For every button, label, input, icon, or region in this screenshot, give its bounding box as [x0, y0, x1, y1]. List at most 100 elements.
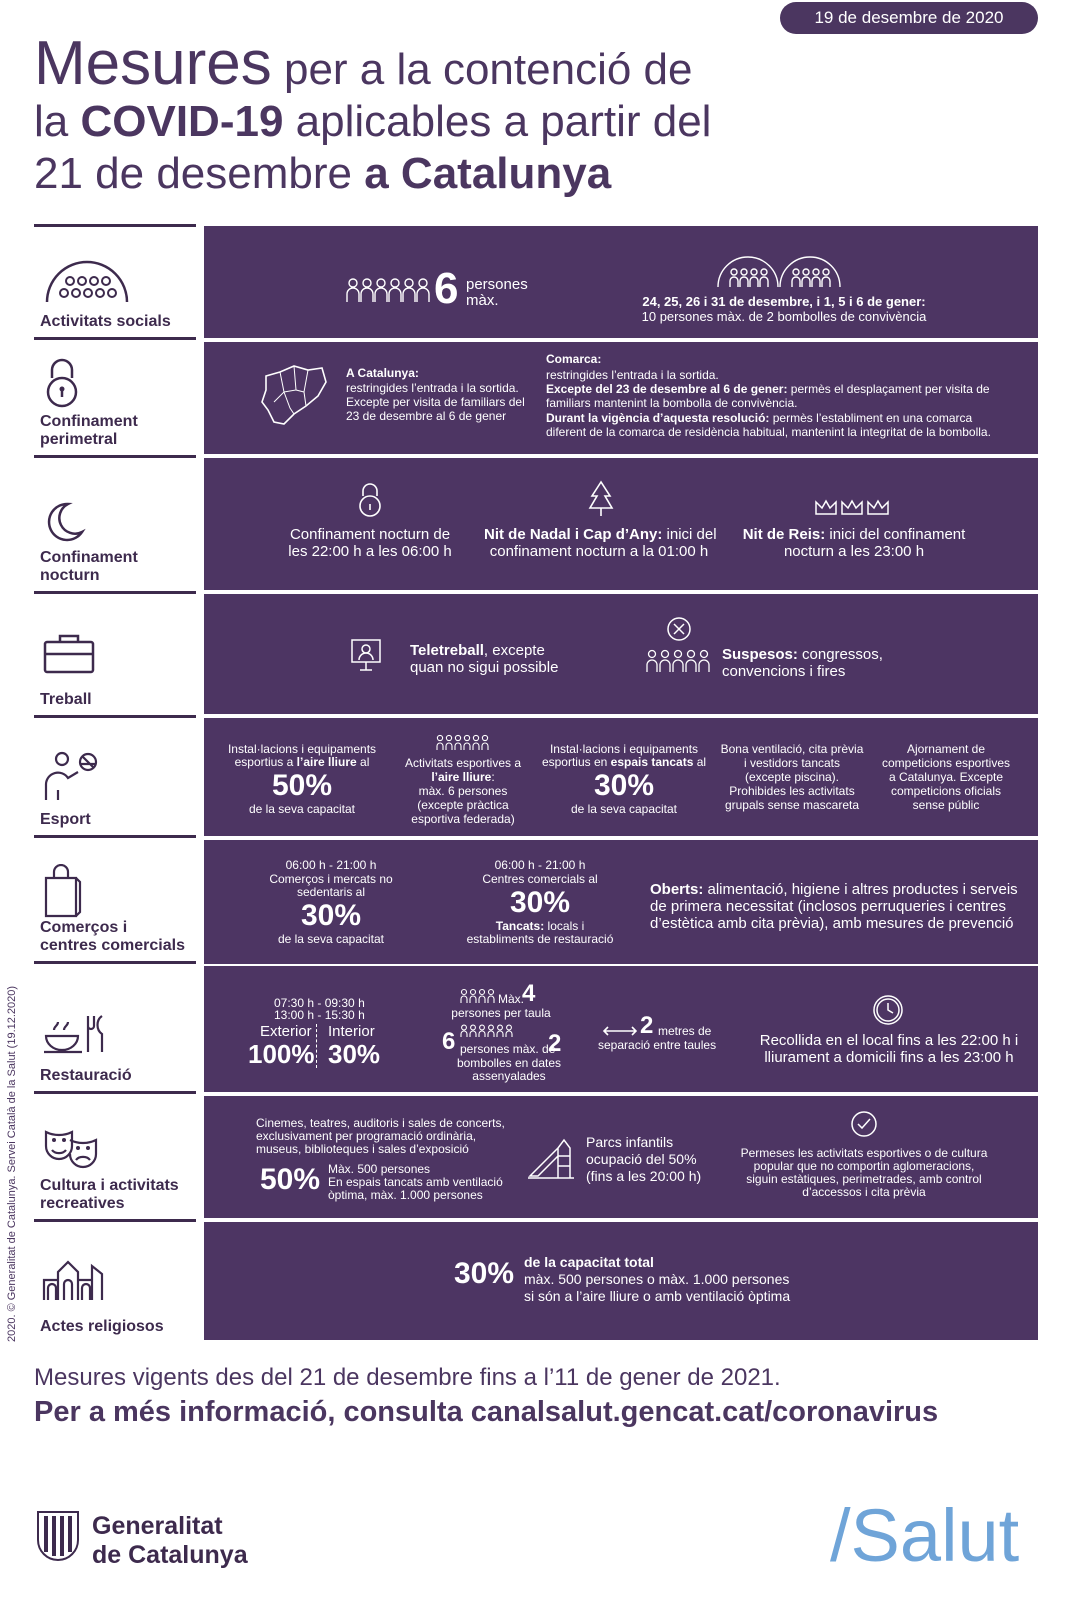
- row-label-religiosos: Actes religiosos: [34, 1220, 196, 1342]
- max-people-text: persones: [466, 276, 528, 293]
- title-part: COVID-19: [80, 97, 284, 146]
- open-text: d’estètica amb cita prèvia), amb mesures…: [650, 915, 1014, 932]
- suspended-bold: Suspesos:: [722, 646, 798, 663]
- panel-cultura: Cinemes, teatres, auditoris i sales de c…: [204, 1096, 1038, 1218]
- telework-screen-icon: [351, 639, 381, 671]
- people-icon: [460, 988, 495, 1003]
- title-part: Mesures: [34, 29, 272, 98]
- open-bold: Oberts:: [650, 881, 704, 898]
- panel-restauracio: 07:30 h - 09:30 h 13:00 h - 15:30 h Exte…: [204, 966, 1038, 1092]
- culture-text: En espais tancats amb ventilació: [328, 1175, 503, 1189]
- culture-text: exclusivament per programació ordinària,: [256, 1129, 477, 1143]
- max-table-text: persones per taula: [451, 1006, 551, 1020]
- title-part: 21 de desembre: [34, 149, 365, 198]
- more-info-link[interactable]: Per a més informació, consulta canalsalu…: [34, 1396, 939, 1428]
- cancel-circle-icon: [667, 617, 691, 641]
- open-span: alimentació, higiene i altres productes …: [703, 881, 1018, 898]
- people-icon: [346, 278, 430, 302]
- theatre-masks-icon: [44, 1130, 98, 1169]
- mall-text: establiments de restauració: [466, 932, 614, 946]
- catalonia-text: restringides l’entrada i la sortida.: [346, 381, 519, 395]
- row-label-text: Confinament perimetral: [40, 413, 138, 449]
- takeaway-text: lliurament a domicili fins a les 23:00 h: [764, 1049, 1014, 1066]
- comarca-bold: Excepte del 23 de desembre al 6 de gener…: [546, 382, 788, 396]
- playground-text: Parcs infantils: [586, 1134, 674, 1150]
- shop-hours: 06:00 h - 21:00 h: [285, 858, 377, 872]
- row-label-text: Cultura i activitats recreatives: [40, 1177, 179, 1213]
- exterior-capacity: 100%: [248, 1039, 315, 1069]
- permitted-text: popular que no comportin aglomeracions,: [753, 1159, 975, 1173]
- interior-label: Interior: [328, 1023, 375, 1040]
- catalonia-text: Excepte per visita de familiars del: [346, 395, 525, 409]
- christmas-tree-icon: [588, 480, 614, 516]
- esport-text: competicions esportives: [881, 756, 1011, 770]
- comarca-bold: Durant la vigència d’aquesta resolució:: [546, 411, 770, 425]
- esport-text: i vestidors tancats: [743, 756, 841, 770]
- esport-text: (excepte pràctica: [417, 798, 509, 812]
- max-table-number: 4: [522, 980, 536, 1007]
- mall-span: locals i: [544, 919, 585, 933]
- row-label-restauracio: Restauració: [34, 964, 196, 1094]
- esport-text: Prohibides les activitats: [729, 784, 855, 798]
- interior-capacity: 30%: [328, 1039, 381, 1069]
- nadal-span: inici del: [662, 526, 717, 543]
- church-icon: [42, 1260, 104, 1300]
- rest-hours: 13:00 h - 15:30 h: [274, 1008, 365, 1022]
- religious-text: de la capacitat total: [524, 1254, 654, 1270]
- esport-text: de la seva capacitat: [248, 802, 356, 816]
- shop-text: Comerços i mercats no: [269, 872, 393, 886]
- playground-slide-icon: [528, 1138, 574, 1179]
- title-part: a Catalunya: [364, 149, 612, 198]
- esport-span: esportius en: [541, 755, 611, 769]
- reis-span: inici del confinament: [825, 526, 966, 543]
- title-part: la: [34, 97, 81, 146]
- label-line: Confinament: [40, 413, 138, 430]
- comarca-span: permès l’establiment en una comarca: [769, 411, 973, 425]
- catalonia-title: A Catalunya:: [346, 366, 419, 380]
- lock-icon: [46, 358, 78, 408]
- reis-bold: Nit de Reis:: [742, 526, 826, 543]
- holiday-dates: 24, 25, 26 i 31 de desembre, i 1, 5 i 6 …: [642, 294, 926, 309]
- copyright-note: 2020. © Generalitat de Catalunya. Servei…: [6, 985, 18, 1342]
- panel-nocturn: Confinament nocturn de les 22:00 h a les…: [204, 458, 1038, 590]
- nadal-bold: Nit de Nadal i Cap d’Any:: [484, 526, 663, 543]
- bubble-text: persones màx. de: [460, 1042, 556, 1056]
- distance-text: separació entre taules: [598, 1038, 717, 1052]
- label-line: nocturn: [40, 567, 100, 584]
- esport-text: competicions oficials: [890, 784, 1002, 798]
- validity-note: Mesures vigents des del 21 de desembre f…: [34, 1364, 781, 1391]
- comarca-span: permès el desplaçament per visita de: [787, 382, 990, 396]
- panel-religiosos: 30% de la capacitat total màx. 500 perso…: [204, 1222, 1038, 1340]
- panel-esport: Instal·lacions i equipaments esportius a…: [204, 718, 1038, 836]
- row-label-cultura: Cultura i activitats recreatives: [34, 1092, 196, 1222]
- lock-icon: [359, 483, 381, 517]
- mall-capacity: 30%: [509, 886, 571, 919]
- esport-span: al: [356, 755, 370, 769]
- row-label-text: Comerços i centres comercials: [40, 919, 185, 955]
- row-label-comercos: Comerços i centres comercials: [34, 836, 196, 964]
- playground-text: (fins a les 20:00 h): [586, 1168, 702, 1184]
- shop-text: de la seva capacitat: [277, 932, 385, 946]
- permitted-text: siguin estàtiques, perimetrades, amb con…: [746, 1172, 982, 1186]
- culture-text: Cinemes, teatres, auditoris i sales de c…: [256, 1116, 505, 1130]
- catalonia-text: 23 de desembre al 6 de gener: [346, 409, 507, 423]
- bubble-people-number: 6: [442, 1028, 456, 1055]
- esport-bold: l’aire lliure: [296, 755, 357, 769]
- esport-span: esportius a: [234, 755, 297, 769]
- permitted-text: Permeses les activitats esportives o de …: [740, 1146, 988, 1160]
- playground-text: ocupació del 50%: [586, 1151, 697, 1167]
- suspended-text: Suspesos: congressos,: [722, 646, 883, 663]
- comarca-text: restringides l’entrada i la sortida.: [546, 368, 719, 382]
- generalitat-name: Generalitat de Catalunya: [92, 1512, 248, 1570]
- reis-text: Nit de Reis: inici del confinament: [734, 526, 974, 543]
- date-badge: 19 de desembre de 2020: [780, 2, 1038, 34]
- distance-number: 2: [640, 1012, 654, 1039]
- nadal-text: Nit de Nadal i Cap d’Any: inici del: [484, 526, 717, 543]
- esport-text: sense públic: [912, 798, 980, 812]
- row-label-text: Esport: [40, 811, 91, 828]
- distance-arrow-icon: [602, 1026, 638, 1036]
- open-text: de primera necessitat (inclosos perruque…: [650, 898, 1006, 915]
- max-people-text: màx.: [466, 292, 499, 309]
- two-bubbles-icon: [717, 256, 841, 288]
- brand-line: de Catalunya: [92, 1541, 248, 1569]
